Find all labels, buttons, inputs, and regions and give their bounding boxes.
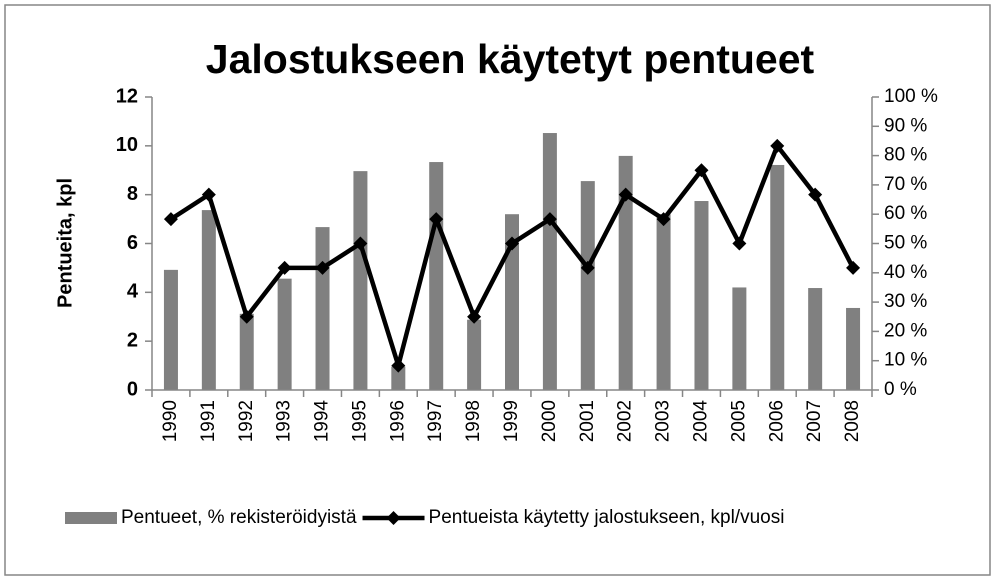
y-tick-label: 12 [116, 85, 138, 107]
y2-tick-label: 10 % [884, 350, 927, 371]
x-tick-label: 1999 [501, 400, 522, 442]
x-tick-label: 1998 [463, 400, 484, 442]
x-tick-label: 1993 [274, 400, 295, 442]
line-marker [277, 260, 292, 275]
y-tick-label: 10 [116, 134, 138, 156]
line-marker [808, 187, 823, 202]
line-marker [580, 260, 595, 275]
line-marker [315, 260, 330, 275]
legend-label: Pentueet, % rekisteröidyistä [121, 507, 357, 528]
line-marker [846, 260, 861, 275]
y-tick-label: 4 [127, 281, 139, 303]
bar [353, 171, 368, 390]
y2-tick-label: 80 % [884, 145, 927, 166]
y2-tick-label: 20 % [884, 320, 927, 341]
line-marker [770, 138, 785, 153]
bar [239, 313, 254, 390]
line-marker [467, 309, 482, 324]
bar [542, 133, 557, 390]
bar [846, 307, 861, 390]
x-tick-label: 1994 [312, 400, 333, 443]
line-marker [163, 212, 178, 227]
bar [277, 278, 292, 390]
x-tick-label: 2003 [653, 400, 674, 442]
y2-tick-label: 0 % [884, 379, 917, 400]
chart-title: Jalostukseen käytetyt pentueet [206, 36, 815, 82]
y-tick-label: 2 [127, 329, 138, 351]
line-marker [505, 236, 519, 251]
x-tick-label: 2001 [577, 400, 598, 442]
line-marker [694, 163, 709, 178]
x-tick-label: 2006 [766, 400, 787, 442]
y2-tick-label: 50 % [884, 233, 927, 254]
legend-label: Pentueista käytetty jalostukseen, kpl/vu… [429, 507, 785, 528]
x-tick-label: 1996 [387, 400, 408, 442]
bar [618, 155, 633, 390]
x-tick-label: 2004 [690, 400, 711, 443]
y-tick-label: 6 [127, 232, 138, 254]
y2-tick-label: 100 % [884, 86, 938, 107]
x-tick-label: 1997 [425, 400, 446, 442]
x-tick-label: 2000 [539, 400, 560, 442]
y2-tick-label: 90 % [884, 115, 927, 136]
line-marker [239, 309, 254, 324]
x-tick-label: 2002 [615, 400, 636, 442]
y2-tick-label: 30 % [884, 291, 927, 312]
x-tick-label: 1995 [349, 400, 370, 442]
line-marker [618, 187, 633, 202]
bar [656, 214, 671, 390]
line-marker [391, 358, 406, 373]
y2-tick-label: 40 % [884, 262, 927, 283]
y-tick-label: 0 [127, 378, 138, 400]
y2-tick-label: 60 % [884, 203, 927, 224]
line-marker [201, 187, 216, 202]
bar [580, 181, 595, 390]
x-tick-label: 1992 [236, 400, 257, 442]
x-tick-label: 1990 [160, 400, 181, 442]
line-marker [656, 212, 671, 227]
legend-swatch [65, 512, 117, 524]
bar [315, 227, 330, 390]
y2-tick-label: 70 % [884, 174, 927, 195]
bar [808, 288, 823, 390]
bar [505, 214, 519, 390]
legend-marker [386, 511, 401, 525]
line-marker [732, 236, 747, 251]
x-tick-label: 2008 [842, 400, 863, 442]
x-tick-label: 2005 [728, 400, 749, 442]
line-marker [353, 236, 368, 251]
bar [201, 210, 216, 390]
bar [694, 201, 709, 390]
bar [770, 164, 785, 390]
bar [467, 319, 482, 390]
x-tick-label: 1991 [198, 400, 219, 442]
x-tick-label: 2007 [804, 400, 825, 442]
bar [163, 269, 178, 390]
y-axis-label: Pentueita, kpl [54, 178, 76, 308]
bar [732, 287, 747, 390]
line-marker [542, 212, 557, 227]
line-marker [429, 212, 444, 227]
bar [391, 366, 406, 390]
y-tick-label: 8 [127, 183, 138, 205]
bar [429, 162, 444, 390]
